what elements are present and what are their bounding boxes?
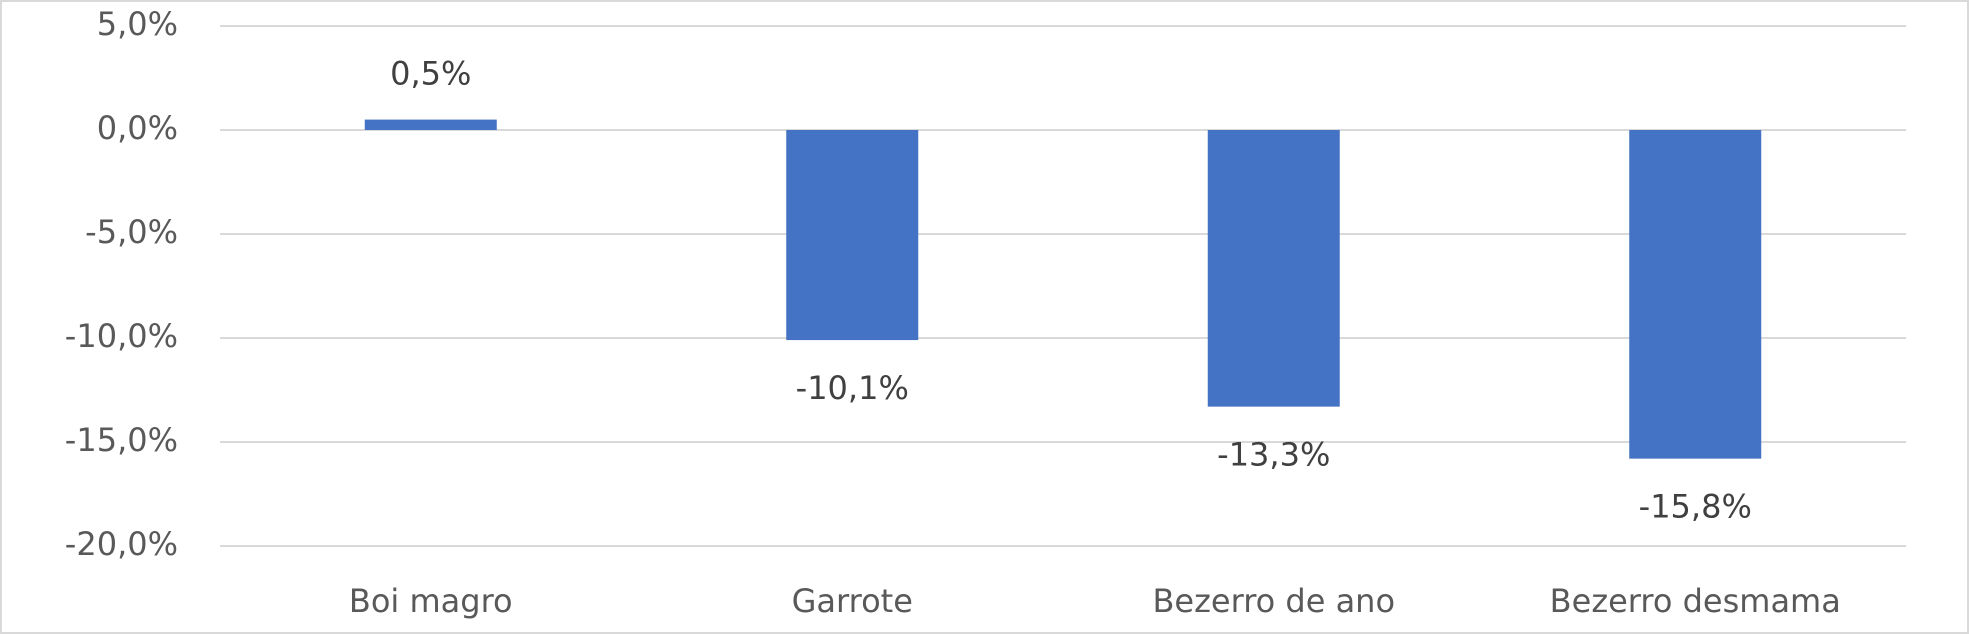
y-tick-label: 0,0% bbox=[97, 109, 178, 147]
x-tick-label: Bezerro desmama bbox=[1550, 582, 1841, 620]
bar bbox=[1207, 130, 1340, 407]
y-tick-label: -5,0% bbox=[85, 213, 178, 251]
data-label: -10,1% bbox=[796, 369, 909, 407]
y-tick-label: -10,0% bbox=[65, 317, 178, 355]
x-tick-label: Bezerro de ano bbox=[1152, 582, 1395, 620]
bar bbox=[786, 130, 919, 341]
data-label: -13,3% bbox=[1217, 436, 1330, 474]
bar bbox=[364, 119, 497, 130]
x-tick-label: Garrote bbox=[792, 582, 913, 620]
data-label: 0,5% bbox=[390, 55, 471, 93]
y-tick-label: -20,0% bbox=[65, 525, 178, 563]
y-tick-label: 5,0% bbox=[97, 5, 178, 43]
y-tick-label: -15,0% bbox=[65, 421, 178, 459]
bar bbox=[1629, 130, 1762, 459]
data-label: -15,8% bbox=[1639, 488, 1752, 526]
x-tick-label: Boi magro bbox=[349, 582, 513, 620]
